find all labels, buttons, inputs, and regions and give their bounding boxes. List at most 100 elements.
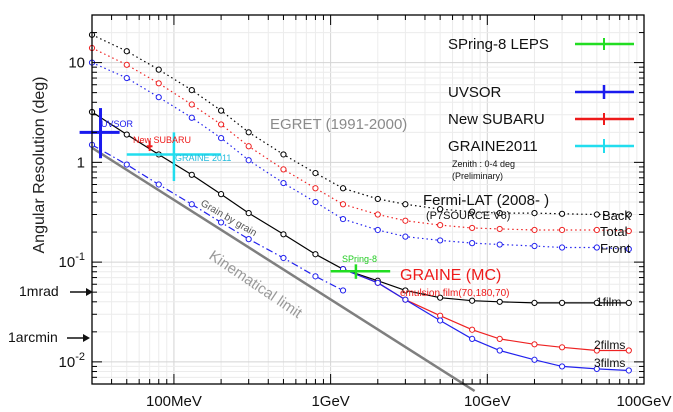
- series-point: [339, 185, 347, 192]
- series-point: [496, 347, 503, 354]
- series-point: [625, 299, 632, 307]
- series-point: [217, 191, 225, 198]
- point-spring-8: [330, 264, 391, 279]
- series-point: [312, 170, 319, 177]
- film3-label: 3films: [594, 356, 625, 370]
- series-point: [469, 326, 476, 333]
- series-point: [188, 87, 195, 94]
- series-point: [558, 299, 566, 307]
- egret-label: EGRET (1991-2000): [270, 116, 407, 133]
- grid-lines: [91, 14, 645, 385]
- series-point: [469, 224, 476, 232]
- total-label: Total: [600, 224, 628, 239]
- graine-mc-label: GRAINE (MC): [400, 267, 501, 284]
- series-point: [280, 231, 287, 238]
- series-point: [593, 211, 600, 218]
- film1-label: 1film: [596, 295, 621, 309]
- marker-1arcmin: 1arcmin: [8, 329, 90, 345]
- series-line-1film-4: [91, 111, 629, 304]
- spring8-point-label: SPring-8: [342, 254, 377, 264]
- series-point: [374, 279, 381, 286]
- series-point: [374, 226, 381, 234]
- series-point: [402, 296, 409, 303]
- point-graine2011: [126, 132, 222, 182]
- series-point: [155, 66, 162, 73]
- series-point: [437, 294, 444, 301]
- legend-label-graine2011: GRAINE2011: [448, 138, 538, 155]
- series-point: [531, 299, 538, 307]
- series-point: [280, 166, 287, 173]
- series-point: [558, 363, 566, 370]
- x-tick-label: 100GeV: [616, 393, 671, 410]
- y-tick-label: 1: [77, 154, 85, 171]
- series-point: [531, 226, 538, 234]
- legend-label-spring8: SPring-8 LEPS: [448, 36, 549, 53]
- series-point: [496, 209, 503, 217]
- series-point: [469, 240, 476, 247]
- series-point: [280, 179, 287, 187]
- x-tick-label: 1GeV: [311, 393, 349, 410]
- series-point: [217, 219, 225, 226]
- series-point: [469, 335, 476, 342]
- series-point: [374, 195, 381, 203]
- series-line-total-1: [91, 47, 629, 232]
- series-point: [188, 114, 195, 121]
- series-point: [593, 244, 600, 251]
- series-point: [593, 365, 600, 373]
- series-point: [188, 101, 195, 108]
- series-point: [155, 80, 162, 87]
- series-point: [155, 94, 162, 101]
- plot-frame: [91, 14, 645, 385]
- series-point: [625, 246, 632, 253]
- series-point: [312, 185, 319, 192]
- graine2011-point-label: GRAINE 2011: [175, 153, 231, 163]
- series-point: [245, 129, 252, 136]
- series-point: [123, 48, 130, 55]
- series-point: [402, 201, 409, 208]
- series-point: [123, 74, 130, 82]
- front-label: Front: [600, 241, 631, 256]
- series-line-front-2: [91, 62, 629, 250]
- series-point: [280, 254, 287, 262]
- series-point: [402, 287, 409, 294]
- series-point: [188, 171, 195, 178]
- series-point: [312, 273, 319, 280]
- legend-label-uvsor: UVSOR: [448, 84, 502, 101]
- series-line-limit-7: [91, 146, 476, 393]
- back-label: Back: [602, 208, 631, 223]
- series-point: [374, 211, 381, 218]
- series-point: [437, 237, 444, 244]
- y-axis-label: Angular Resolution (deg): [31, 77, 48, 254]
- series-point: [188, 201, 195, 208]
- point-new-subaru: [146, 140, 153, 151]
- series-point: [558, 226, 566, 234]
- emulsion-label: emulsion film(70,180,70): [400, 288, 510, 299]
- series-point: [496, 298, 503, 305]
- series-point: [312, 251, 319, 258]
- series-point: [245, 236, 252, 243]
- marker-1mrad-label: 1mrad: [19, 283, 59, 299]
- fermi-label: Fermi-LAT (2008- ): [423, 192, 549, 209]
- series-point: [437, 317, 444, 324]
- series-point: [625, 211, 632, 218]
- series-point: [496, 241, 503, 248]
- series-point: [593, 226, 600, 234]
- series-point: [437, 205, 444, 213]
- series-point: [280, 151, 287, 158]
- series-point: [339, 201, 347, 208]
- series-point: [496, 335, 503, 342]
- x-tick-label: 100MeV: [146, 393, 202, 410]
- series-point: [312, 198, 319, 206]
- series-point: [496, 225, 503, 233]
- legend-item-graine2011: GRAINE2011: [448, 138, 634, 155]
- series-point: [245, 157, 252, 164]
- legend-item-spring8: SPring-8 LEPS: [448, 36, 634, 53]
- legend: SPring-8 LEPS UVSOR New SUBARU GRAINE201…: [448, 36, 634, 181]
- series-point: [339, 287, 347, 294]
- series-point: [339, 215, 347, 223]
- series-point: [123, 61, 130, 68]
- series-point: [123, 161, 130, 168]
- series-point: [245, 143, 252, 150]
- series-point: [217, 107, 225, 114]
- series-point: [593, 347, 600, 354]
